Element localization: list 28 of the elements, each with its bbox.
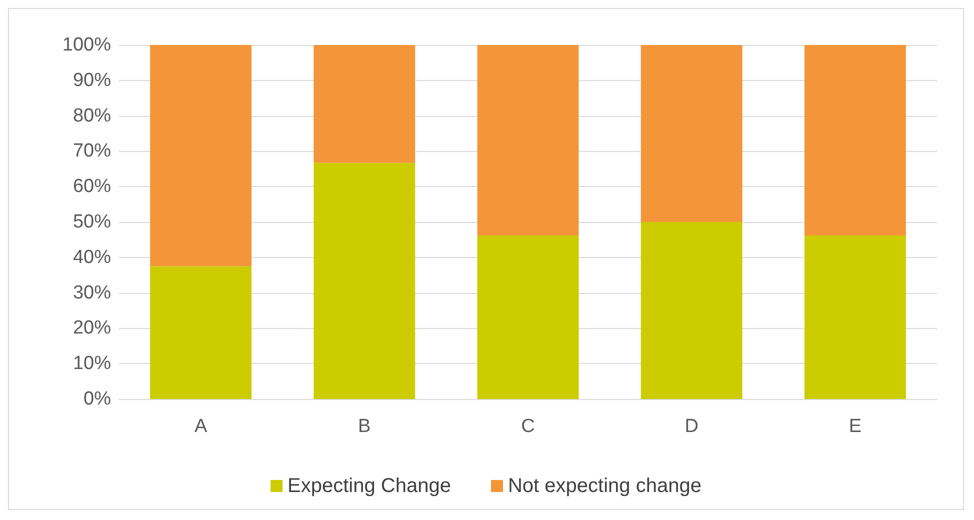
y-tick-label: 30% [72,282,112,304]
bar [150,45,252,266]
x-tick-label: B [358,416,371,437]
x-tick-label: C [521,416,535,437]
y-tick-label: 90% [72,70,112,91]
bar [804,45,906,236]
y-tick-label: 10% [72,353,112,374]
bar [314,162,416,399]
y-tick-label: 50% [72,212,112,232]
bar [150,266,252,399]
bar [314,45,416,163]
y-tick-label: 20% [72,318,112,339]
x-tick-label: A [194,416,208,437]
y-tick-label: 40% [72,246,112,268]
x-tick-label: D [684,416,698,437]
bar [477,45,579,236]
bar [640,45,742,222]
bar [804,235,906,399]
y-tick-label: 0% [84,388,112,410]
bar [477,235,579,399]
legend-label: Expecting Change [288,475,451,497]
y-tick-label: 70% [72,140,112,162]
y-tick-label: 60% [72,176,112,198]
legend-label: Not expecting change [508,475,702,497]
bar [640,222,742,399]
y-tick-label: 100% [62,34,112,56]
y-tick-label: 80% [72,105,112,126]
x-tick-label: E [848,416,862,437]
